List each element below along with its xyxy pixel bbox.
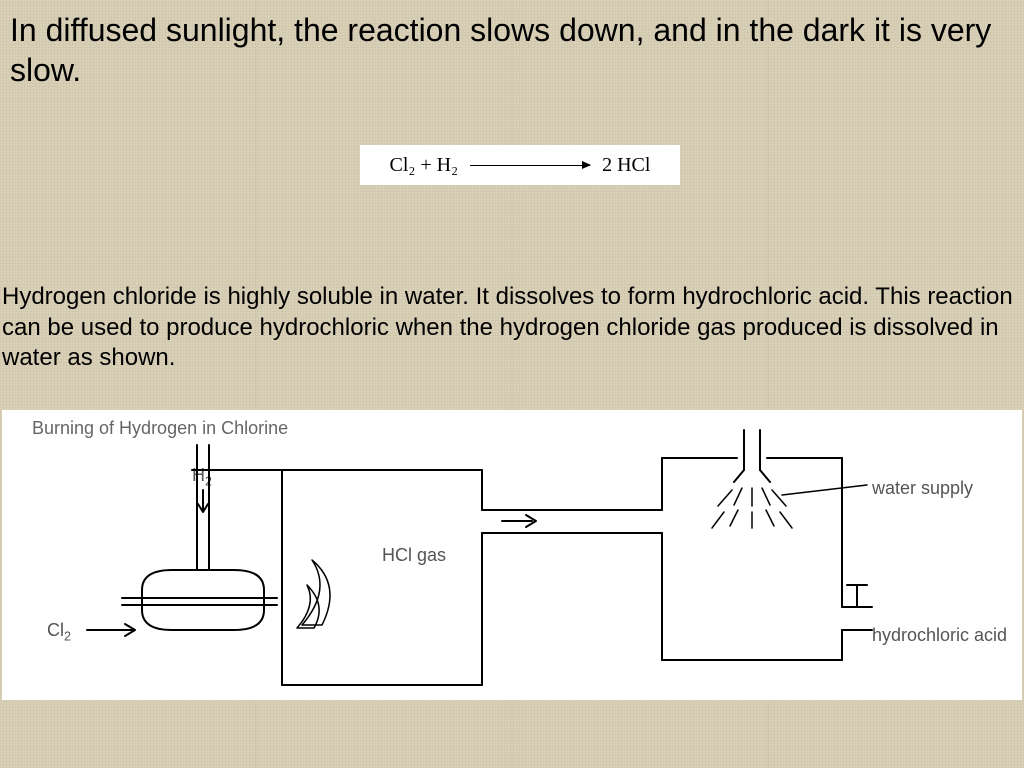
body-paragraph: Hydrogen chloride is highly soluble in w… [2, 282, 1014, 374]
equation-reactants: Cl₂ + H₂ [390, 154, 459, 177]
diagram-panel: Burning of Hydrogen in Chlorine H2 Cl2 H… [2, 410, 1022, 700]
equation-products: 2 HCl [602, 154, 650, 177]
slide-title: In diffused sunlight, the reaction slows… [10, 10, 1014, 90]
equation-box: Cl₂ + H₂ 2 HCl [360, 145, 680, 185]
reaction-arrow-icon [470, 165, 590, 166]
apparatus-diagram [2, 410, 1022, 700]
